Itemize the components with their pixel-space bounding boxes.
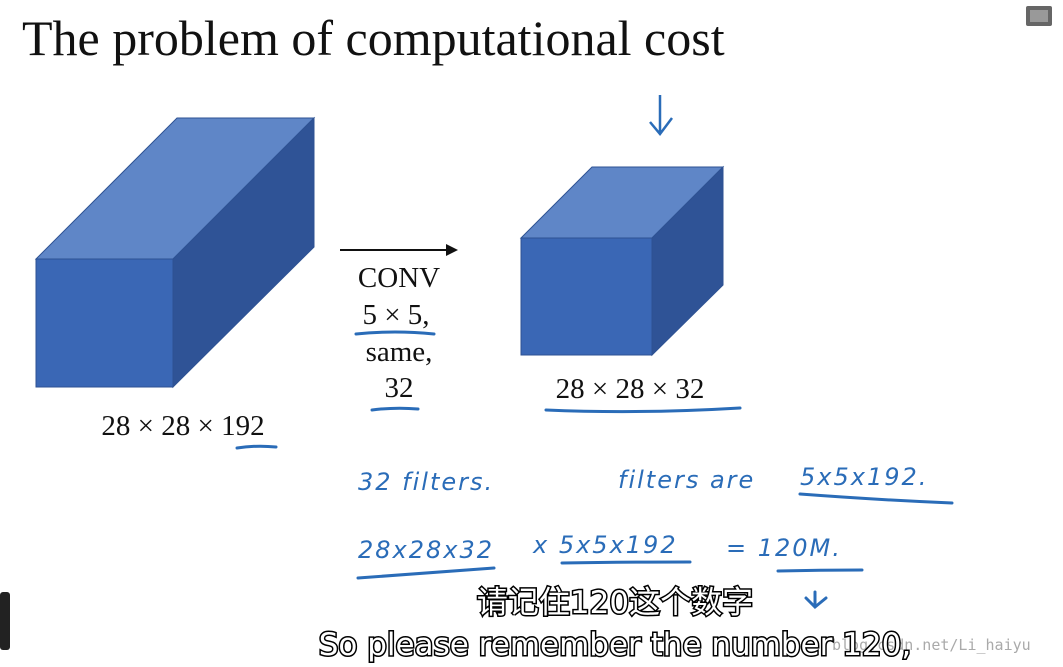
note: = 120M. [726, 534, 842, 562]
note: x 5x5x192 [532, 531, 678, 559]
input-volume [34, 116, 316, 389]
watermark: blog.csdn.net/Li_haiyu [832, 636, 1031, 654]
conv-arrow [340, 244, 458, 256]
underlines [235, 330, 954, 610]
corner-icon[interactable] [1026, 6, 1052, 26]
side-handle[interactable] [0, 592, 10, 650]
title: The problem of computational cost [22, 10, 725, 66]
note: 28x28x32 [358, 536, 494, 564]
note: 32 filters. [358, 468, 494, 496]
pointer-arrow [649, 95, 673, 137]
conv-line: same, [366, 336, 433, 368]
conv-line: CONV [358, 262, 440, 294]
note: 5x5x192. [800, 463, 928, 491]
subtitle-zh: 请记住120这个数字 [477, 585, 753, 621]
input-label: 28 × 28 × 192 [101, 410, 264, 442]
output-label: 28 × 28 × 32 [556, 373, 705, 405]
note: filters are [618, 466, 755, 494]
output-volume [519, 165, 725, 357]
conv-line: 5 × 5, [362, 299, 429, 331]
subtitle-en: So please remember the number 120, [319, 627, 911, 663]
conv-line: 32 [385, 372, 414, 404]
